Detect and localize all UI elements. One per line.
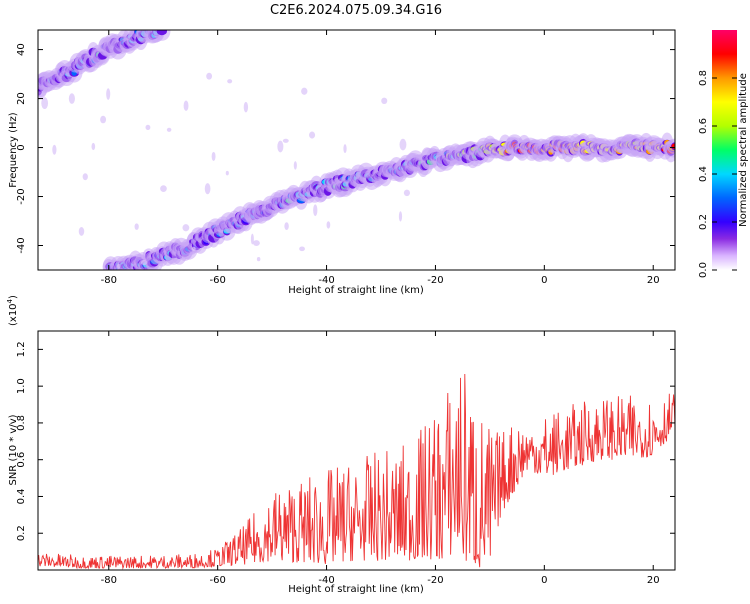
spectrogram-y-label: Frequency (Hz) [8,112,19,188]
spectrogram-noise [403,189,411,197]
spectrogram-noise [68,93,75,104]
snr-x-tick-label: 20 [647,575,660,586]
spectrogram-x-tick-label: 20 [647,275,660,286]
snr-y-tick-label: 0.8 [16,415,27,431]
colorbar-label: Normalized spectral amplitude [738,73,749,227]
spectrogram-noise [250,233,254,245]
snr-y-ticks: 0.2 0.4 0.6 0.8 1.0 1.2 [16,341,675,541]
snr-y-tick-label: 0.4 [16,489,27,505]
spectrogram-panel: -80 -60 -40 -20 0 20 -40 -20 0 20 40 Height of st… [8,20,676,296]
snr-y-label: SNR (10 * v/v) [8,414,19,485]
spectrogram-noise [399,138,407,151]
snr-x-ticks: -80 -60 -40 -20 0 20 [101,331,660,586]
spectrogram-noise [309,131,316,139]
spectrogram-noise [343,144,347,153]
spectrogram-x-ticks: -80 -60 -40 -20 0 20 [101,30,660,286]
spectrogram-noise [206,72,213,80]
figure-title: C2E6.2024.075.09.34.G16 [270,3,442,18]
spectrogram-noise [183,100,189,111]
snr-x-tick-label: 0 [541,575,547,586]
spectrogram-x-tick-label: -20 [427,275,443,286]
spectrogram-noise [82,173,88,181]
spectrogram-noise [326,221,331,229]
snr-x-tick-label: -80 [101,575,117,586]
spectrogram-noise [191,246,196,251]
snr-x-label: Height of straight line (km) [288,584,424,595]
snr-panel: -80 -60 -40 -20 0 20 0.2 0.4 0.6 0.8 1.0 1.2 Heigh… [6,295,676,595]
spectrogram-noise [282,138,289,143]
spectrogram-x-label: Height of straight line (km) [288,285,424,296]
spectrogram-halo [666,138,675,154]
snr-plot-area [38,331,675,570]
spectrogram-noise [91,142,96,151]
spectrogram-cell [155,20,165,27]
spectrogram-noise [141,259,148,266]
spectrogram-noise [160,185,167,193]
spectrogram-noise [293,161,297,170]
spectrogram-y-tick-label: 0 [16,144,27,150]
spectrogram-noise [381,97,388,105]
colorbar-ticks: 0.0 0.2 0.4 0.6 0.8 [698,70,737,278]
spectrogram-y-tick-label: -20 [16,188,27,204]
spectrogram-noise [52,144,57,155]
spectrogram-noise [41,97,49,110]
snr-series-line [38,373,675,570]
spectrogram-noise [117,263,121,269]
spectrogram-noise [398,211,403,222]
spectrogram-noise [252,240,260,247]
spectrogram-noise [166,127,172,132]
spectrogram-noise [284,222,289,230]
snr-x-tick-label: -60 [209,575,225,586]
colorbar-tick-label: 0.0 [698,262,709,278]
spectrogram-noise [299,246,305,252]
colorbar-tick-label: 0.4 [698,166,709,182]
spectrogram-noise [78,227,85,236]
spectrogram-x-tick-label: -60 [209,275,225,286]
snr-y-tick-label: 0.6 [16,452,27,468]
spectrogram-noise [225,170,229,176]
spectrogram-y-tick-label: 40 [16,43,27,56]
spectrogram-noise [243,101,249,113]
snr-x-tick-label: -40 [318,575,334,586]
spectrogram-noise [134,223,139,230]
snr-frame [37,330,676,571]
spectrogram-noise [301,87,308,95]
spectrogram-noise [211,151,216,161]
spectrogram-frame [37,29,676,271]
spectrogram-noise [313,204,318,217]
spectrogram-y-ticks: -40 -20 0 20 40 [16,43,675,254]
spectrogram-cell [156,30,167,36]
snr-y-tick-label: 1.2 [16,341,27,357]
colorbar: 0.0 0.2 0.4 0.6 0.8 Normalized spectral ampl… [698,30,749,278]
spectrogram-marks [38,20,675,270]
snr-y-tick-label: 0.2 [16,525,27,541]
spectrogram-y-tick-label: 20 [16,92,27,105]
colorbar-tick-label: 0.2 [698,214,709,230]
colorbar-gradient [712,30,737,270]
spectrogram-noise [277,140,284,153]
spectrogram-x-tick-label: 0 [541,275,547,286]
spectrogram-noise [256,257,261,262]
snr-x-tick-label: -20 [427,575,443,586]
spectrogram-x-tick-label: -40 [318,275,334,286]
spectrogram-noise [106,88,111,100]
spectrogram-noise [145,124,151,131]
spectrogram-y-tick-label: -40 [16,237,27,253]
spectrogram-x-tick-label: -80 [101,275,117,286]
spectrogram-noise [100,115,107,124]
spectrogram-noise [227,79,233,84]
colorbar-tick-label: 0.6 [698,118,709,134]
snr-y-multiplier: (x104) [6,295,19,326]
spectrogram-noise [204,183,211,195]
colorbar-tick-label: 0.8 [698,70,709,86]
snr-y-tick-label: 1.0 [16,378,27,394]
spectrogram-noise [182,224,190,232]
